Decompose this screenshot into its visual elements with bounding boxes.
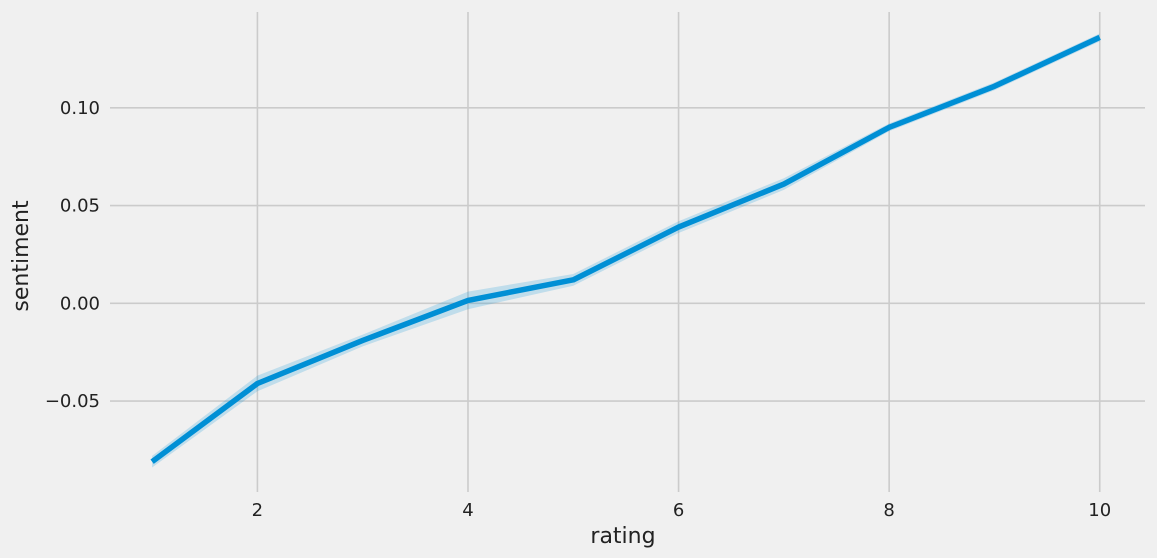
x-tick-label: 4: [462, 500, 473, 521]
data-point: [676, 225, 681, 230]
x-tick-label: 6: [673, 500, 684, 521]
data-point: [255, 381, 260, 386]
x-axis-title: rating: [590, 524, 655, 549]
y-tick-label: 0.10: [60, 98, 100, 119]
data-point: [887, 125, 892, 130]
data-point: [465, 298, 470, 303]
y-tick-label: −0.05: [45, 391, 100, 412]
data-point: [1097, 35, 1102, 40]
y-tick-label: 0.00: [60, 293, 100, 314]
y-axis-title: sentiment: [9, 200, 34, 312]
data-point: [992, 84, 997, 89]
y-tick-labels: −0.05 0.00 0.05 0.10: [45, 98, 100, 412]
series-line: [150, 34, 1101, 464]
data-point: [781, 182, 786, 187]
y-gridlines: [110, 107, 1145, 402]
series-lines: [150, 34, 1102, 464]
x-tick-label: 10: [1088, 500, 1111, 521]
x-tick-label: 2: [252, 500, 263, 521]
data-point: [150, 459, 155, 464]
x-tick-label: 8: [883, 500, 894, 521]
data-point: [360, 338, 365, 343]
x-gridlines: [256, 12, 1101, 492]
y-tick-label: 0.05: [60, 196, 100, 217]
x-tick-labels: 2 4 6 8 10: [252, 500, 1111, 521]
data-point: [571, 277, 576, 282]
